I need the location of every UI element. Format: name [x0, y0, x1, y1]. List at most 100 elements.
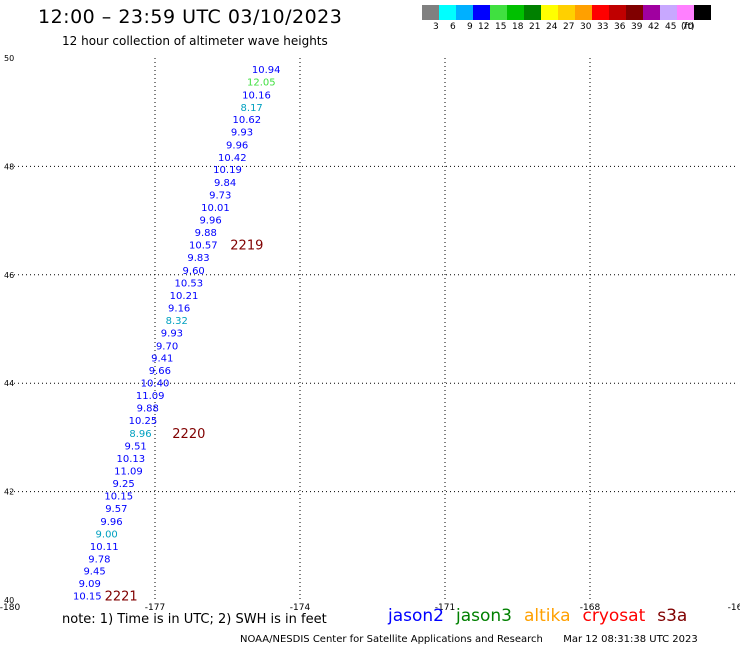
- swh-point: 10.15: [73, 592, 102, 603]
- swh-point: 9.93: [161, 328, 183, 339]
- legend-swatch: [609, 5, 626, 20]
- time-annotations: 2219 2220 2221: [105, 238, 264, 604]
- axis-tick-labels: -180 -177 -174 -171 -168 -16 40 42 44 46 48 50: [0, 54, 740, 613]
- chart-subtitle: 12 hour collection of altimeter wave hei…: [62, 34, 328, 48]
- legend-swatch: [626, 5, 643, 20]
- credit-text: NOAA/NESDIS Center for Satellite Applica…: [240, 634, 543, 645]
- swh-point: 10.40: [141, 379, 170, 390]
- swh-point: 10.19: [213, 165, 242, 176]
- swh-point: 9.57: [105, 504, 127, 515]
- y-tick-label: 46: [4, 271, 14, 280]
- legend-swatch: [524, 5, 541, 20]
- y-tick-label: 44: [4, 379, 14, 388]
- legend-swatch: [575, 5, 592, 20]
- swh-point: 9.93: [231, 128, 253, 139]
- x-tick-label: -180: [0, 603, 20, 613]
- satellite-name: cryosat: [582, 606, 646, 626]
- legend-label: 3: [433, 22, 439, 32]
- y-tick-label: 50: [4, 54, 14, 63]
- x-tick-label: -171: [435, 603, 455, 613]
- time-label: 2220: [172, 427, 205, 442]
- satellite-name: jason2: [388, 606, 444, 626]
- swh-point: 10.42: [218, 153, 247, 164]
- swh-point: 8.32: [166, 316, 188, 327]
- swh-point: 8.96: [129, 429, 151, 440]
- swh-point: 9.09: [79, 579, 101, 590]
- swh-point: 9.45: [83, 567, 105, 578]
- swh-point: 9.41: [151, 354, 173, 365]
- y-tick-label: 42: [4, 488, 14, 497]
- legend-label: 9: [467, 22, 473, 32]
- legend-swatch: [558, 5, 575, 20]
- legend-label: 18: [512, 22, 524, 32]
- swh-point: 9.25: [112, 479, 134, 490]
- satellite-name: jason3: [456, 606, 512, 626]
- swh-point: 9.16: [168, 303, 190, 314]
- swh-point: 9.88: [137, 404, 159, 415]
- legend-swatch: [456, 5, 473, 20]
- legend-unit: (ft): [681, 22, 695, 32]
- time-label: 2219: [230, 238, 263, 253]
- legend-label: 36: [614, 22, 626, 32]
- swh-point: 10.25: [129, 416, 158, 427]
- legend-swatch: [422, 5, 439, 20]
- footnote: note: 1) Time is in UTC; 2) SWH is in fe…: [62, 612, 327, 627]
- legend-label: 12: [478, 22, 490, 32]
- x-tick-label: -177: [145, 603, 165, 613]
- swh-point: 10.94: [252, 65, 281, 76]
- legend-label: 33: [597, 22, 609, 32]
- legend-label: 21: [529, 22, 541, 32]
- satellite-legend: jason2 jason3 altika cryosat s3a: [388, 606, 699, 626]
- y-tick-label: 40: [4, 596, 14, 605]
- timestamp: Mar 12 08:31:38 UTC 2023: [563, 634, 698, 645]
- x-tick-label: -16: [728, 603, 740, 613]
- swh-point: 9.83: [187, 253, 209, 264]
- swh-point: 10.13: [117, 454, 146, 465]
- swh-point: 10.57: [189, 240, 218, 251]
- y-tick-label: 48: [4, 162, 14, 171]
- swh-point: 9.96: [199, 216, 221, 227]
- legend-swatch: [677, 5, 694, 20]
- legend-label: 30: [580, 22, 592, 32]
- swh-point: 9.78: [88, 554, 110, 565]
- legend-swatch: [507, 5, 524, 20]
- grid-lines: [10, 58, 735, 600]
- satellite-name: altika: [524, 606, 571, 626]
- swh-point: 8.17: [241, 103, 263, 114]
- legend-swatch: [660, 5, 677, 20]
- legend-swatch: [439, 5, 456, 20]
- swh-point: 9.60: [183, 266, 205, 277]
- swh-point: 10.11: [90, 542, 119, 553]
- swh-point: 9.88: [195, 228, 217, 239]
- x-tick-label: -168: [580, 603, 601, 613]
- swh-point: 10.01: [201, 203, 230, 214]
- data-points: 10.9412.0510.168.1710.629.939.9610.4210.…: [73, 65, 280, 603]
- time-label: 2221: [105, 590, 138, 605]
- legend-swatch: [541, 5, 558, 20]
- legend-swatch: [694, 5, 711, 20]
- legend-label: 70: [682, 22, 694, 32]
- legend-label: 24: [546, 22, 558, 32]
- legend-label: 39: [631, 22, 643, 32]
- swh-point: 9.84: [214, 178, 236, 189]
- swh-point: 10.53: [175, 278, 204, 289]
- legend-label: 15: [495, 22, 507, 32]
- swh-point: 9.73: [209, 191, 231, 202]
- legend-swatch: [490, 5, 507, 20]
- swh-point: 10.62: [233, 115, 262, 126]
- credit-line: NOAA/NESDIS Center for Satellite Applica…: [240, 634, 698, 645]
- x-tick-label: -174: [290, 603, 311, 613]
- swh-point: 9.00: [96, 529, 118, 540]
- swh-point: 10.15: [104, 491, 133, 502]
- swh-point: 11.09: [136, 391, 165, 402]
- color-legend: [422, 5, 711, 20]
- swh-point: 9.51: [125, 442, 147, 453]
- swh-point: 11.09: [114, 466, 143, 477]
- swh-point: 9.70: [156, 341, 178, 352]
- swh-point: 9.96: [100, 517, 122, 528]
- swh-point: 12.05: [247, 77, 276, 88]
- legend-swatch: [643, 5, 660, 20]
- legend-label: 45: [665, 22, 677, 32]
- swh-point: 9.96: [226, 141, 248, 152]
